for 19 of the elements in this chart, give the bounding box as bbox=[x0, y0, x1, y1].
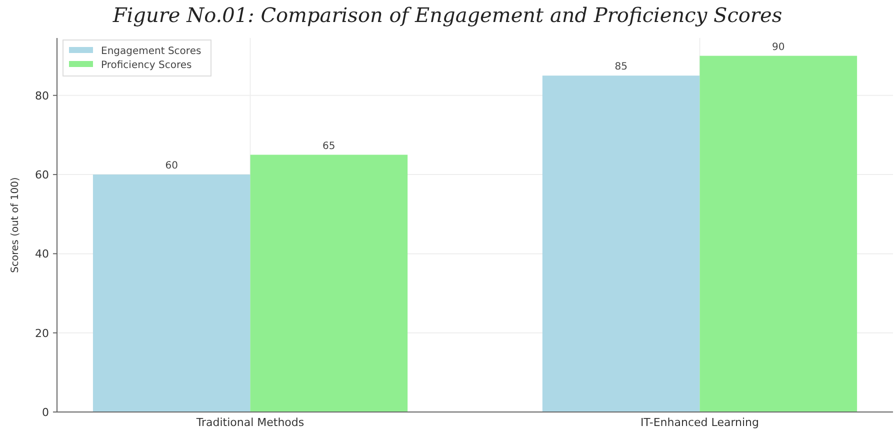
x-tick-label: IT-Enhanced Learning bbox=[640, 416, 760, 429]
legend-label: Engagement Scores bbox=[101, 46, 202, 57]
data-label: 60 bbox=[165, 160, 178, 172]
x-tick-label: Traditional Methods bbox=[195, 416, 304, 429]
data-label: 65 bbox=[322, 140, 336, 152]
bar bbox=[250, 154, 408, 412]
bar bbox=[700, 56, 858, 412]
y-tick-label: 20 bbox=[35, 326, 49, 340]
data-label: 90 bbox=[772, 42, 785, 53]
legend-label: Proficiency Scores bbox=[101, 60, 192, 71]
bar bbox=[542, 76, 700, 412]
y-tick-label: 0 bbox=[42, 406, 49, 419]
y-tick-label: 80 bbox=[35, 89, 49, 102]
y-axis-title: Scores (out of 100) bbox=[10, 177, 21, 273]
data-label: 85 bbox=[614, 62, 628, 73]
y-tick-label: 40 bbox=[35, 248, 49, 261]
bar bbox=[92, 174, 250, 412]
y-tick-label: 60 bbox=[35, 168, 49, 182]
chart-title: Figure No.01: Comparison of Engagement and Proficiency Scores bbox=[112, 3, 782, 27]
